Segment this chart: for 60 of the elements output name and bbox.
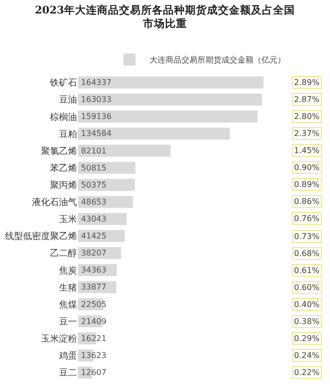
y-tick-label: 棕榈油 [50, 112, 77, 123]
data-label: 50815 [81, 163, 106, 172]
data-label: 34363 [81, 266, 106, 275]
data-label: 13623 [81, 350, 106, 360]
text: 1.45% [294, 146, 320, 155]
text: 0.60% [294, 283, 320, 292]
bar [78, 94, 262, 106]
text: 0.24% [294, 351, 320, 360]
y-tick-label: 液化石油气 [32, 197, 77, 208]
y-tick-label: 乙二醇 [50, 248, 77, 260]
y-tick-label: 豆二 [59, 368, 77, 379]
bar [78, 76, 264, 88]
data-label: 21409 [81, 316, 106, 326]
data-label: 134584 [81, 129, 112, 138]
y-tick-label: 焦煤 [59, 299, 77, 310]
y-tick-label: 鸡蛋 [58, 350, 77, 362]
text: 0.86% [294, 197, 320, 206]
text: 0.29% [294, 334, 320, 343]
data-label: 12607 [81, 368, 106, 377]
text: 0.40% [294, 300, 320, 309]
data-label: 50375 [81, 180, 106, 190]
data-label: 16221 [81, 334, 106, 343]
y-tick-label: 豆一 [59, 316, 77, 328]
y-tick-label: 生猪 [59, 282, 77, 294]
y-tick-label: 豆油 [59, 94, 77, 106]
text: 0.61% [294, 266, 320, 275]
data-label: 82101 [81, 146, 106, 156]
text: 0.22% [294, 368, 320, 377]
bar [78, 128, 230, 140]
y-tick-label: 豆粕 [59, 128, 77, 140]
text: 0.76% [294, 214, 320, 223]
data-label: 43043 [81, 214, 106, 224]
y-tick-label: 聚氯乙烯 [41, 146, 77, 157]
text: 0.38% [294, 317, 320, 326]
text: 0.73% [294, 232, 320, 241]
y-tick-label: 玉米淀粉 [41, 334, 77, 345]
data-label: 38207 [81, 248, 106, 258]
y-tick-label: 苯乙烯 [50, 162, 77, 174]
data-label: 41425 [81, 232, 106, 241]
text: 0.68% [294, 249, 320, 258]
data-label: 22505 [81, 300, 106, 309]
data-label: 159136 [81, 112, 112, 122]
y-tick-label: 聚丙烯 [50, 180, 77, 192]
text: 0.89% [294, 180, 320, 189]
text: 0.90% [294, 163, 320, 172]
legend-label: 大连商品交易所期货成交金额（亿元） [150, 56, 286, 65]
text: 2.80% [294, 112, 320, 121]
y-tick-label: 玉米 [59, 214, 77, 226]
data-label: 48653 [81, 197, 106, 206]
bar [78, 110, 258, 123]
text: 2.37% [294, 129, 320, 138]
y-tick-label: 焦炭 [59, 265, 77, 276]
data-label: 33877 [81, 282, 106, 292]
y-tick-label: 线型低密度聚乙烯 [5, 231, 77, 242]
text: 2.89% [294, 78, 320, 87]
chart-title: 2023年大连商品交易所各品种期货成交金额及占全国市场比重 [34, 4, 296, 30]
data-label: 164337 [81, 78, 112, 88]
text: 2.87% [294, 95, 320, 104]
data-label: 163033 [81, 95, 112, 104]
y-tick-label: 铁矿石 [49, 78, 77, 89]
